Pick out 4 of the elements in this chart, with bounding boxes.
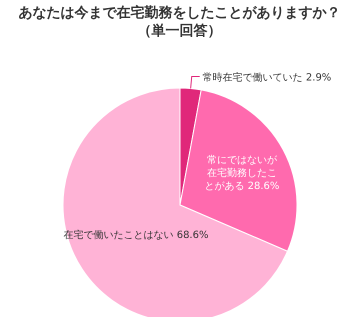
slice-label: 在宅で働いたことはない 68.6% (64, 228, 208, 241)
slice-label: 常にではないが在宅勤務したことがある 28.6% (204, 154, 280, 192)
slice-label: 常時在宅で働いていた 2.9% (202, 72, 332, 84)
chart-title: あなたは今まで在宅勤務をしたことがありますか？（単一回答） (18, 4, 342, 40)
